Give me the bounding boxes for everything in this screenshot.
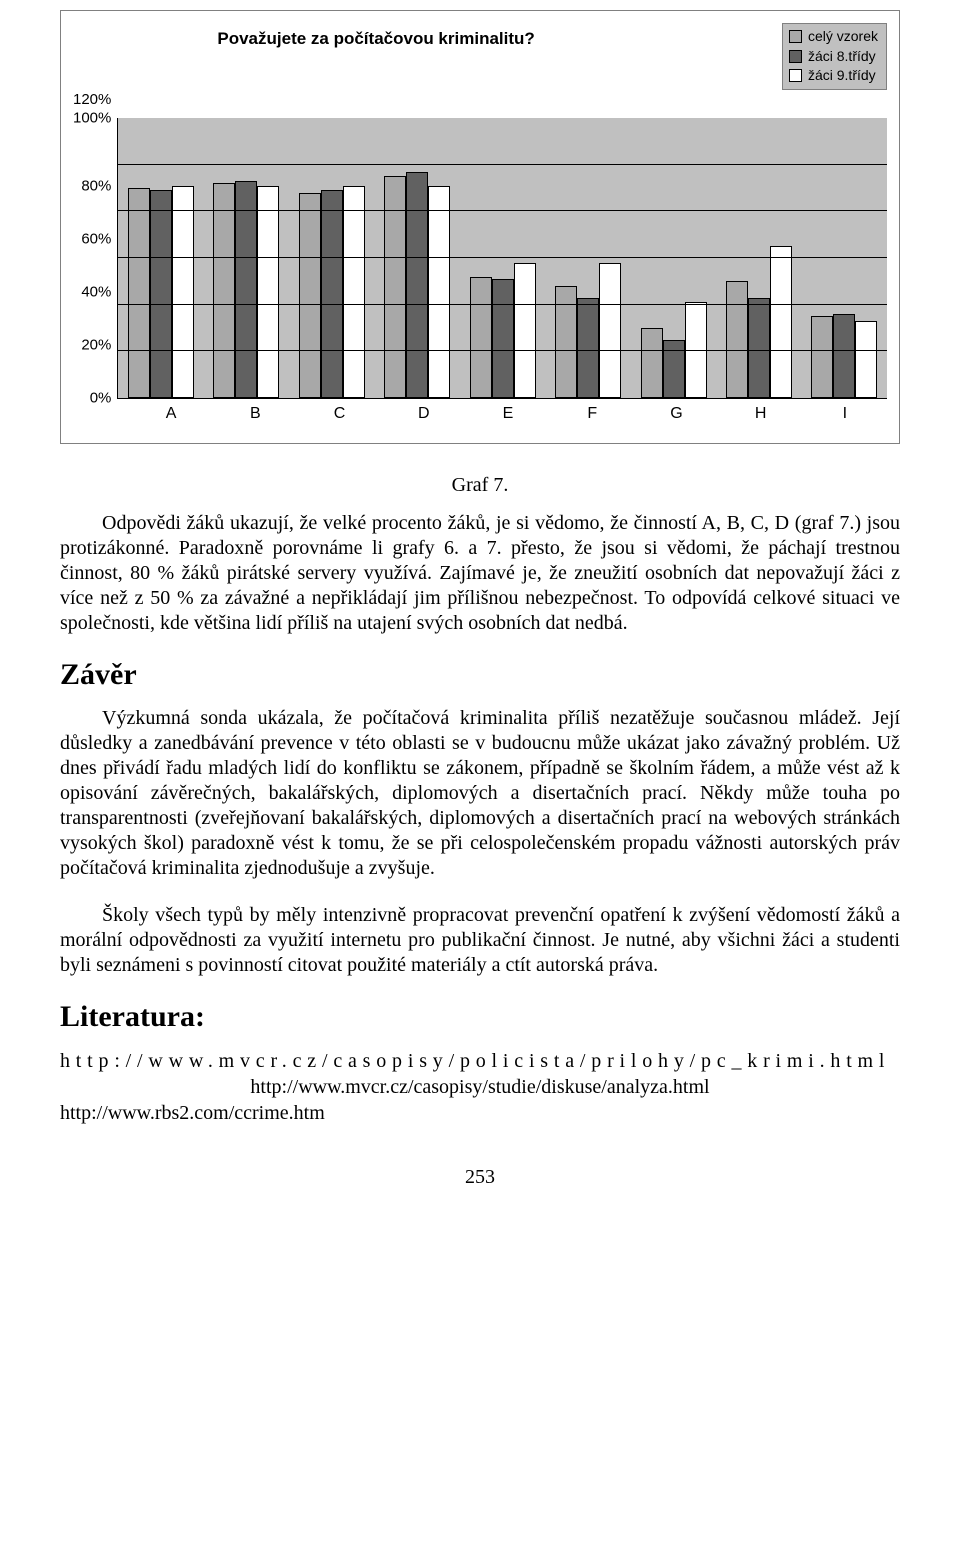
bar <box>428 186 450 398</box>
plot-area <box>117 118 887 399</box>
bars-row <box>118 118 887 398</box>
bar-group <box>204 118 289 398</box>
x-axis: ABCDEFGHI <box>129 405 887 423</box>
legend-label: žáci 8.třídy <box>808 47 876 67</box>
legend-swatch-icon <box>789 50 802 63</box>
bar <box>150 190 172 398</box>
bar <box>128 188 150 398</box>
bar <box>811 316 833 398</box>
links-block: http://www.mvcr.cz/casopisy/policista/pr… <box>60 1048 900 1126</box>
bar <box>257 186 279 398</box>
bar <box>213 183 235 398</box>
y-tick-label: 40% <box>81 285 111 300</box>
x-tick-label: E <box>466 405 550 423</box>
bar <box>514 263 536 398</box>
legend-item: celý vzorek <box>789 27 878 47</box>
x-tick-label: F <box>550 405 634 423</box>
reference-link: http://www.mvcr.cz/casopisy/studie/disku… <box>60 1074 900 1100</box>
legend-item: žáci 9.třídy <box>789 66 878 86</box>
chart-header: 120% Považujete za počítačovou kriminali… <box>73 23 887 108</box>
y-tick-label: 20% <box>81 338 111 353</box>
bar <box>748 298 770 398</box>
gridline <box>118 164 887 165</box>
y-tick-label: 80% <box>81 179 111 194</box>
y-tick-label: 0% <box>90 391 112 406</box>
bar <box>599 263 621 398</box>
bar-group <box>545 118 630 398</box>
legend-swatch-icon <box>789 69 802 82</box>
gridline <box>118 304 887 305</box>
x-tick-label: A <box>129 405 213 423</box>
bar <box>343 186 365 398</box>
x-tick-label: H <box>719 405 803 423</box>
bar <box>492 279 514 398</box>
legend-label: celý vzorek <box>808 27 878 47</box>
reference-link: http://www.rbs2.com/ccrime.htm <box>60 1100 900 1126</box>
bar <box>406 172 428 398</box>
section-heading: Závěr <box>60 658 900 692</box>
gridline <box>118 257 887 258</box>
chart-body: 100%80%60%40%20%0% <box>73 118 887 399</box>
bar <box>663 340 685 398</box>
legend-label: žáci 9.třídy <box>808 66 876 86</box>
x-tick-label: I <box>803 405 887 423</box>
bar <box>577 298 599 398</box>
x-tick-label: C <box>297 405 381 423</box>
bar <box>299 193 321 398</box>
chart-legend: celý vzorek žáci 8.třídy žáci 9.třídy <box>782 23 887 90</box>
paragraph-text: Odpovědi žáků ukazují, že velké procento… <box>60 512 900 634</box>
page-number: 253 <box>60 1166 900 1189</box>
bar-group <box>460 118 545 398</box>
bar-group <box>375 118 460 398</box>
body-paragraph: Odpovědi žáků ukazují, že velké procento… <box>60 511 900 636</box>
y-tick-label: 60% <box>81 232 111 247</box>
bar <box>321 190 343 398</box>
bar <box>770 246 792 398</box>
bar <box>641 328 663 398</box>
bar <box>235 181 257 398</box>
bar-group <box>802 118 887 398</box>
y-tick-label: 120% <box>73 91 111 108</box>
figure-caption: Graf 7. <box>60 474 900 497</box>
chart-container: 120% Považujete za počítačovou kriminali… <box>60 10 900 444</box>
paragraph-text: Výzkumná sonda ukázala, že počítačová kr… <box>60 707 900 879</box>
y-axis: 100%80%60%40%20%0% <box>73 118 117 398</box>
bar-group <box>289 118 374 398</box>
bar-group <box>118 118 203 398</box>
x-tick-label: B <box>213 405 297 423</box>
chart-title: Považujete za počítačovou kriminalitu? <box>217 29 534 49</box>
bar <box>855 321 877 398</box>
legend-swatch-icon <box>789 30 802 43</box>
bar-group <box>631 118 716 398</box>
x-tick-label: G <box>634 405 718 423</box>
gridline <box>118 350 887 351</box>
legend-item: žáci 8.třídy <box>789 47 878 67</box>
gridline <box>118 210 887 211</box>
bar <box>172 186 194 398</box>
y-tick-label: 100% <box>73 111 111 126</box>
bar <box>726 281 748 398</box>
paragraph-text: Školy všech typů by měly intenzivně prop… <box>60 904 900 976</box>
reference-link: http://www.mvcr.cz/casopisy/policista/pr… <box>60 1048 900 1074</box>
section-heading: Literatura: <box>60 1000 900 1034</box>
x-tick-label: D <box>382 405 466 423</box>
bar <box>470 277 492 398</box>
bar <box>833 314 855 398</box>
bar-group <box>716 118 801 398</box>
body-paragraph: Školy všech typů by měly intenzivně prop… <box>60 903 900 978</box>
page: 120% Považujete za počítačovou kriminali… <box>0 0 960 1229</box>
body-paragraph: Výzkumná sonda ukázala, že počítačová kr… <box>60 706 900 881</box>
